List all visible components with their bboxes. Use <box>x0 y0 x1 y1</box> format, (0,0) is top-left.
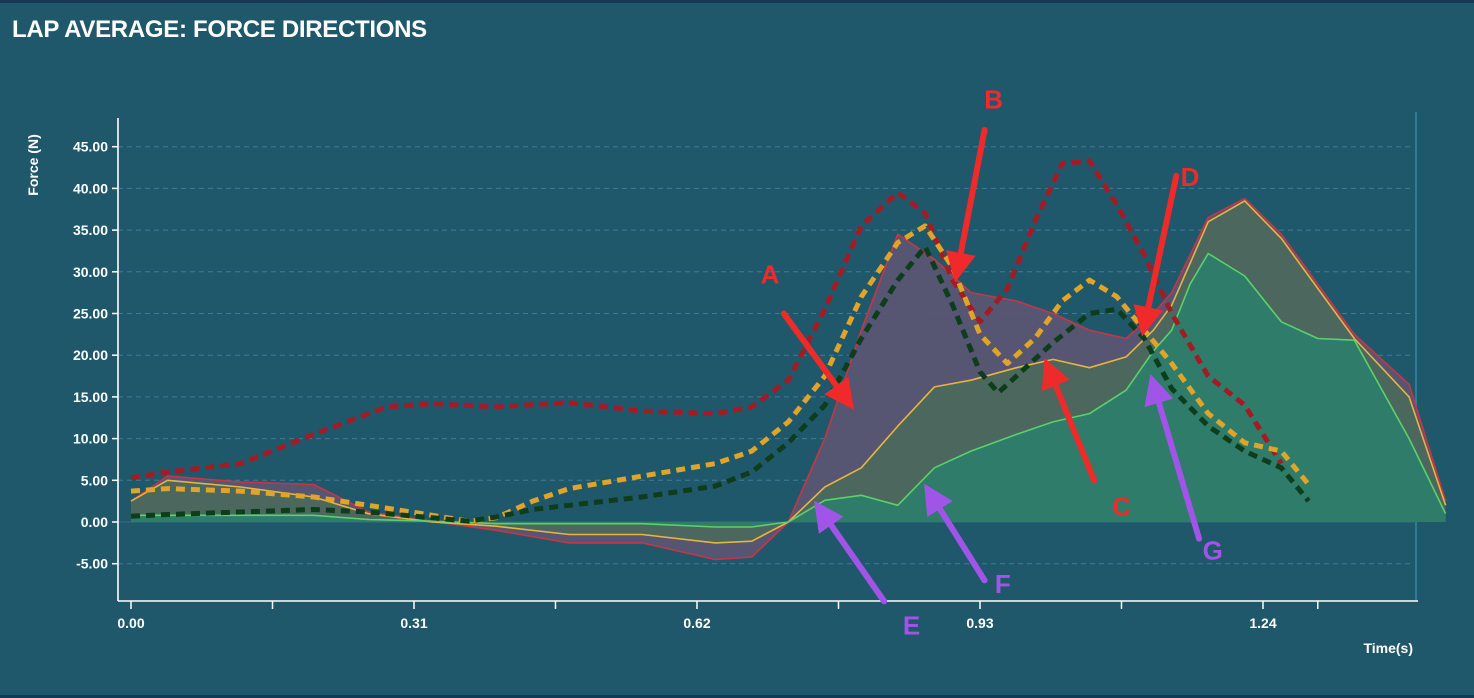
annotation-arrow-c <box>1041 357 1098 484</box>
area-series <box>130 197 1447 561</box>
y-tick-label: -5.00 <box>76 556 108 572</box>
annotations: A B C D E F G <box>761 84 1223 640</box>
annotation-arrow-e <box>814 500 888 605</box>
x-tick-label: 0.31 <box>400 615 427 631</box>
x-tick-label: 0.62 <box>683 615 710 631</box>
x-tick-label: 0.93 <box>966 615 993 631</box>
x-tick-label: 0.00 <box>117 615 144 631</box>
annotation-arrow-d <box>1133 172 1180 337</box>
dashed-series-line <box>130 158 1284 481</box>
annotation-label-b: B <box>984 84 1003 114</box>
chart-title: LAP AVERAGE: FORCE DIRECTIONS <box>12 16 427 43</box>
y-tick-label: 30.00 <box>73 264 108 280</box>
annotation-label-g: G <box>1203 536 1223 566</box>
annotation-label-d: D <box>1181 162 1200 192</box>
x-tick-label: 1.24 <box>1249 615 1276 631</box>
area-line <box>131 252 1447 528</box>
annotation-label-c: C <box>1112 491 1131 521</box>
annotation-label-e: E <box>903 611 920 641</box>
annotation-arrow-b <box>946 127 988 283</box>
annotation-label-f: F <box>995 569 1011 599</box>
y-tick-label: 25.00 <box>73 306 108 322</box>
axes: -5.00 0.00 5.00 10.00 15.00 20.00 25.00 30.00 35… <box>73 118 1418 631</box>
y-tick-label: 20.00 <box>73 347 108 363</box>
annotation-arrow-a <box>780 310 854 410</box>
dashed-series-line <box>130 244 1311 524</box>
annotation-label-a: A <box>761 259 780 289</box>
y-axis-label: Force (N) <box>25 134 41 195</box>
area-fill <box>131 253 1446 527</box>
y-tick-label: 15.00 <box>73 389 108 405</box>
x-axis-label: Time(s) <box>1363 640 1413 656</box>
y-tick-label: 5.00 <box>81 472 108 488</box>
y-tick-label: 40.00 <box>73 180 108 196</box>
annotation-arrow-g <box>1144 374 1203 542</box>
y-tick-label: 45.00 <box>73 139 108 155</box>
y-tick-label: 35.00 <box>73 222 108 238</box>
annotation-arrow-f <box>924 483 988 584</box>
y-tick-label: 10.00 <box>73 431 108 447</box>
y-tick-label: 0.00 <box>81 514 108 530</box>
